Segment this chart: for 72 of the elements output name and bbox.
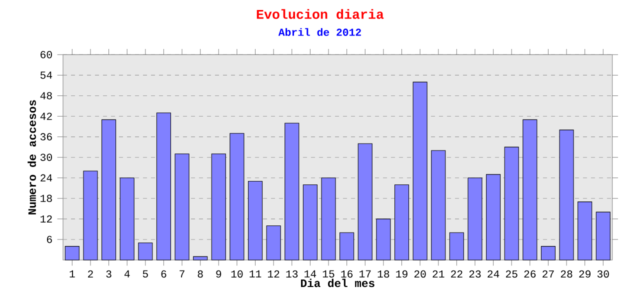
y-tick-label: 60 xyxy=(40,51,52,58)
y-tick-label: 36 xyxy=(40,133,52,140)
bar xyxy=(522,119,538,260)
bar xyxy=(358,143,372,260)
bar xyxy=(211,154,226,260)
y-tick-label: 6 xyxy=(47,236,52,244)
x-tick-label: 26 xyxy=(524,270,536,278)
x-tick-label: 30 xyxy=(597,270,609,278)
bar xyxy=(266,226,281,260)
x-tick-label: 2 xyxy=(88,270,93,278)
x-tick-label: 28 xyxy=(560,270,572,278)
bar xyxy=(540,246,556,260)
x-tick-label: 15 xyxy=(322,270,334,278)
chart-subtitle: Abril de 2012 xyxy=(278,28,361,36)
y-axis-title: Numero de accesos xyxy=(28,100,36,214)
x-tick-label: 16 xyxy=(341,270,353,278)
bar xyxy=(431,150,446,260)
x-tick-label: 6 xyxy=(161,270,166,278)
x-tick-label: 22 xyxy=(451,270,462,278)
bar xyxy=(504,146,519,260)
x-tick-label: 17 xyxy=(360,270,371,278)
x-tick-label: 7 xyxy=(180,270,184,278)
bar xyxy=(468,178,482,260)
bar xyxy=(230,133,244,260)
bar xyxy=(284,122,300,260)
bar xyxy=(193,256,208,260)
x-tick-label: 10 xyxy=(231,270,243,278)
y-tick-label: 24 xyxy=(40,174,52,182)
y-tick-label: 48 xyxy=(40,92,52,100)
bar xyxy=(302,184,318,260)
bar xyxy=(486,174,501,260)
x-tick-label: 14 xyxy=(304,270,316,278)
y-tick-label: 54 xyxy=(40,72,52,79)
x-tick-label: 19 xyxy=(396,270,408,278)
x-axis-title: Dia del mes xyxy=(301,278,374,288)
bar xyxy=(578,202,592,260)
bar xyxy=(394,184,410,260)
y-tick-label: 12 xyxy=(40,215,52,222)
x-tick-label: 24 xyxy=(488,270,500,278)
x-tick-label: 21 xyxy=(432,270,444,278)
bar xyxy=(449,232,464,260)
bar xyxy=(138,242,153,260)
x-tick-label: 4 xyxy=(124,270,130,278)
x-tick-label: 3 xyxy=(106,270,112,278)
bar xyxy=(559,130,574,260)
x-tick-label: 27 xyxy=(542,270,554,278)
x-tick-label: 9 xyxy=(216,270,222,278)
x-tick-label: 20 xyxy=(414,270,426,278)
bar xyxy=(412,82,428,260)
bar xyxy=(156,112,171,260)
x-tick-label: 12 xyxy=(268,270,280,278)
bar xyxy=(248,181,263,260)
bar xyxy=(83,170,98,260)
bar xyxy=(120,178,134,260)
bar xyxy=(340,232,354,260)
x-tick-label: 29 xyxy=(579,270,591,278)
x-tick-label: 5 xyxy=(142,270,148,278)
y-tick-label: 42 xyxy=(40,112,52,120)
x-tick-label: 8 xyxy=(198,270,203,278)
bar xyxy=(174,154,190,260)
x-tick-label: 25 xyxy=(506,270,518,278)
bar xyxy=(376,218,391,260)
x-tick-label: 13 xyxy=(286,270,298,278)
bar xyxy=(321,178,336,260)
x-tick-label: 1 xyxy=(70,270,75,278)
chart-title: Evolucion diaria xyxy=(256,9,384,19)
bar xyxy=(102,119,116,260)
x-tick-label: 18 xyxy=(378,270,390,278)
x-tick-label: 11 xyxy=(250,270,262,278)
y-tick-label: 18 xyxy=(40,194,52,202)
x-tick-label: 23 xyxy=(469,270,481,278)
y-tick-label: 30 xyxy=(40,154,52,161)
